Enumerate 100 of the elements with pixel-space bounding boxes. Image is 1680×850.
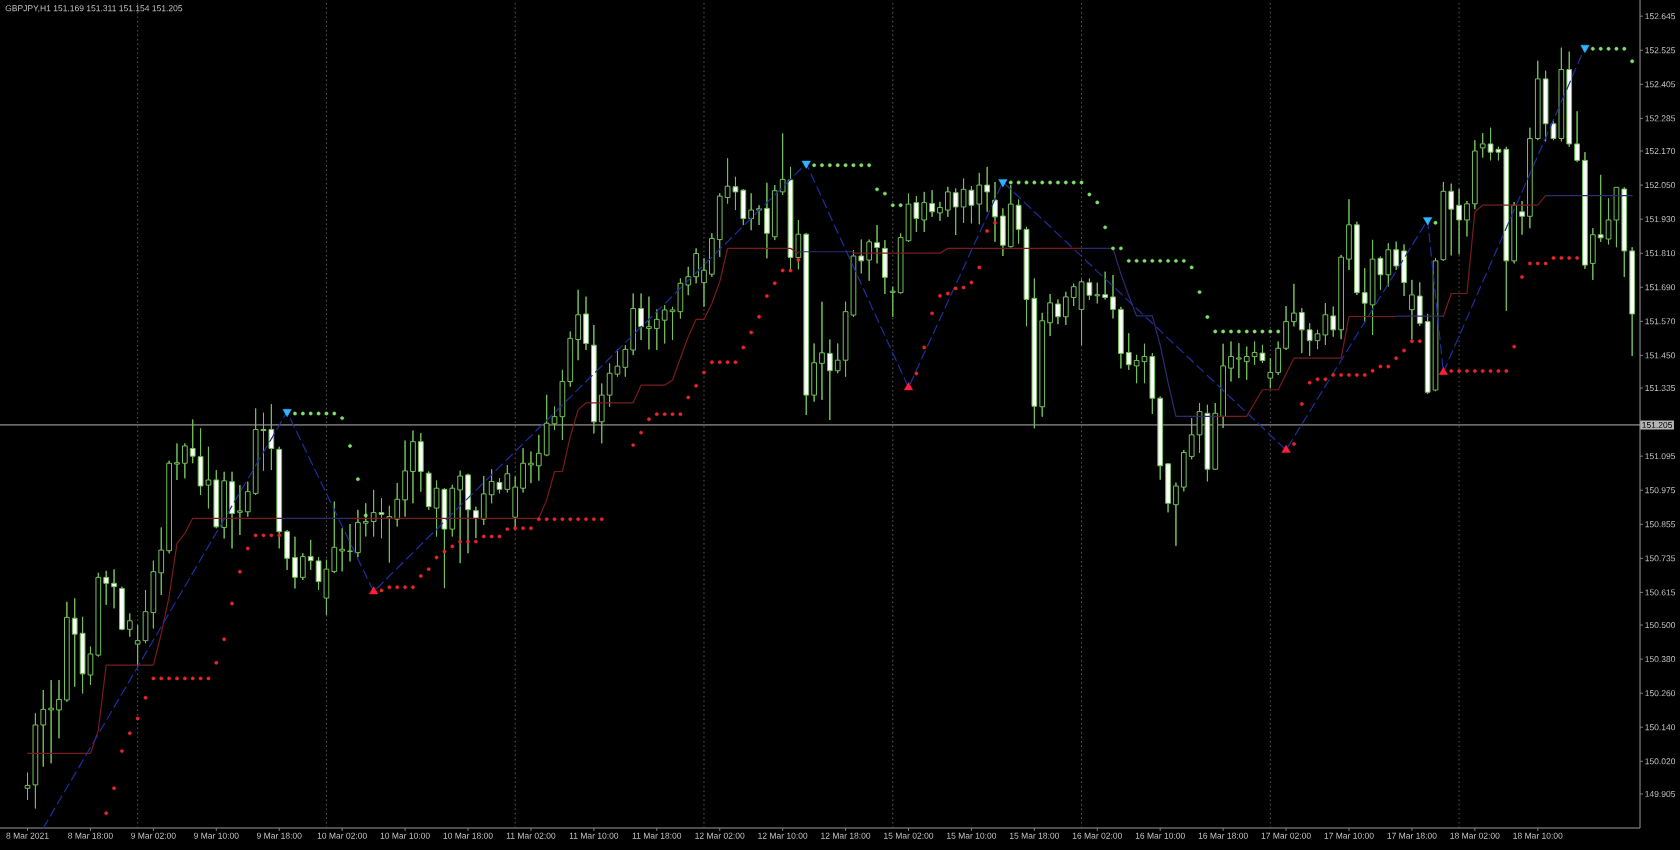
candlestick	[834, 342, 841, 374]
candlestick	[1589, 227, 1596, 281]
x-tick-label: 16 Mar 10:00	[1135, 832, 1185, 839]
point	[1438, 366, 1448, 375]
candlestick	[512, 476, 519, 529]
y-tick-label: 150.500	[1645, 622, 1676, 629]
x-tick-label: 15 Mar 10:00	[947, 832, 997, 839]
x-tick-label: 16 Mar 02:00	[1072, 832, 1122, 839]
candlestick	[803, 232, 810, 416]
candlestick	[779, 132, 786, 196]
x-tick-label: 10 Mar 02:00	[317, 832, 367, 839]
candlestick	[535, 434, 542, 482]
candlestick	[1440, 181, 1447, 262]
candlestick	[567, 331, 574, 388]
candlestick	[1283, 305, 1289, 351]
candlestick	[1338, 254, 1344, 340]
candlestick	[1157, 396, 1164, 481]
point	[801, 160, 811, 169]
candlestick	[1582, 151, 1588, 270]
candlestick	[984, 166, 991, 213]
candlestick	[237, 484, 243, 536]
x-tick-label: 9 Mar 02:00	[131, 832, 176, 839]
candlestick	[646, 296, 652, 350]
candlestick	[1503, 146, 1510, 312]
candlestick	[1291, 283, 1297, 327]
candlestick	[1267, 357, 1274, 389]
x-tick-label: 9 Mar 18:00	[256, 832, 302, 839]
candlestick	[1220, 343, 1226, 429]
candlestick	[653, 308, 660, 351]
candlestick	[410, 430, 416, 504]
point	[369, 586, 379, 595]
y-tick-label: 151.570	[1645, 318, 1676, 325]
candlestick	[1574, 110, 1580, 163]
candlestick	[1055, 298, 1061, 325]
candlestick	[1534, 60, 1541, 141]
candlestick	[1330, 306, 1337, 338]
candlestick	[811, 342, 817, 403]
candlestick	[976, 172, 983, 225]
x-tick-label: 12 Mar 18:00	[821, 832, 871, 839]
candlestick	[95, 572, 102, 658]
point	[1423, 217, 1433, 226]
candlestick	[543, 394, 550, 457]
x-tick-label: 17 Mar 10:00	[1324, 832, 1374, 839]
candlestick	[1409, 279, 1415, 340]
candlestick	[221, 471, 228, 539]
candlestick	[882, 239, 888, 295]
candlestick	[1629, 246, 1636, 357]
x-tick-label: 12 Mar 02:00	[695, 832, 745, 839]
candlestick	[1180, 449, 1187, 492]
candlestick	[921, 191, 928, 233]
y-tick-label: 152.170	[1645, 147, 1676, 155]
candlestick	[331, 501, 338, 574]
candlestick	[952, 187, 959, 236]
candlestick	[386, 505, 393, 564]
x-tick-label: 9 Mar 10:00	[194, 832, 239, 839]
candlestick	[111, 568, 117, 609]
candlestick	[528, 451, 534, 484]
candlestick	[1511, 201, 1518, 264]
y-tick-label: 151.930	[1645, 216, 1676, 223]
candlestick	[622, 344, 629, 378]
y-tick-label: 151.450	[1645, 352, 1676, 359]
x-tick-label: 15 Mar 02:00	[884, 832, 934, 839]
candlestick	[1236, 342, 1242, 379]
candlestick	[71, 597, 78, 688]
x-tick-label: 16 Mar 18:00	[1198, 832, 1248, 839]
candlestick	[1243, 346, 1250, 381]
candlestick	[189, 419, 196, 464]
candlestick	[874, 224, 880, 264]
candlestick	[1393, 241, 1400, 271]
candlestick	[1298, 307, 1305, 354]
candlestick	[1212, 402, 1219, 471]
x-tick-label: 15 Mar 18:00	[1009, 832, 1060, 839]
candlestick	[716, 192, 723, 258]
candlestick	[1519, 200, 1525, 236]
candlestick	[1188, 417, 1195, 460]
candlestick	[1597, 174, 1604, 243]
candlestick	[244, 481, 251, 518]
candlestick	[819, 301, 825, 401]
candlestick	[417, 432, 424, 493]
y-tick-label: 150.975	[1645, 487, 1676, 494]
candlestick	[1102, 271, 1108, 300]
candlestick	[889, 286, 896, 318]
candlestick	[457, 470, 464, 564]
candlestick	[598, 382, 605, 444]
x-tick-label: 10 Mar 10:00	[380, 832, 430, 839]
candlestick	[504, 464, 511, 493]
x-tick-label: 18 Mar 02:00	[1450, 832, 1500, 839]
y-tick-label: 149.905	[1645, 790, 1676, 797]
candlestick	[213, 469, 220, 529]
candlestick	[638, 293, 644, 341]
candlestick	[1275, 340, 1282, 376]
candlestick	[1070, 283, 1077, 307]
point	[1580, 44, 1590, 53]
candlestick	[583, 296, 589, 351]
candlestick	[937, 201, 943, 222]
candlestick	[276, 446, 283, 549]
candlestick	[1000, 207, 1006, 257]
candlestick	[992, 181, 998, 243]
candlestick	[701, 257, 707, 308]
candlestick	[748, 192, 755, 231]
